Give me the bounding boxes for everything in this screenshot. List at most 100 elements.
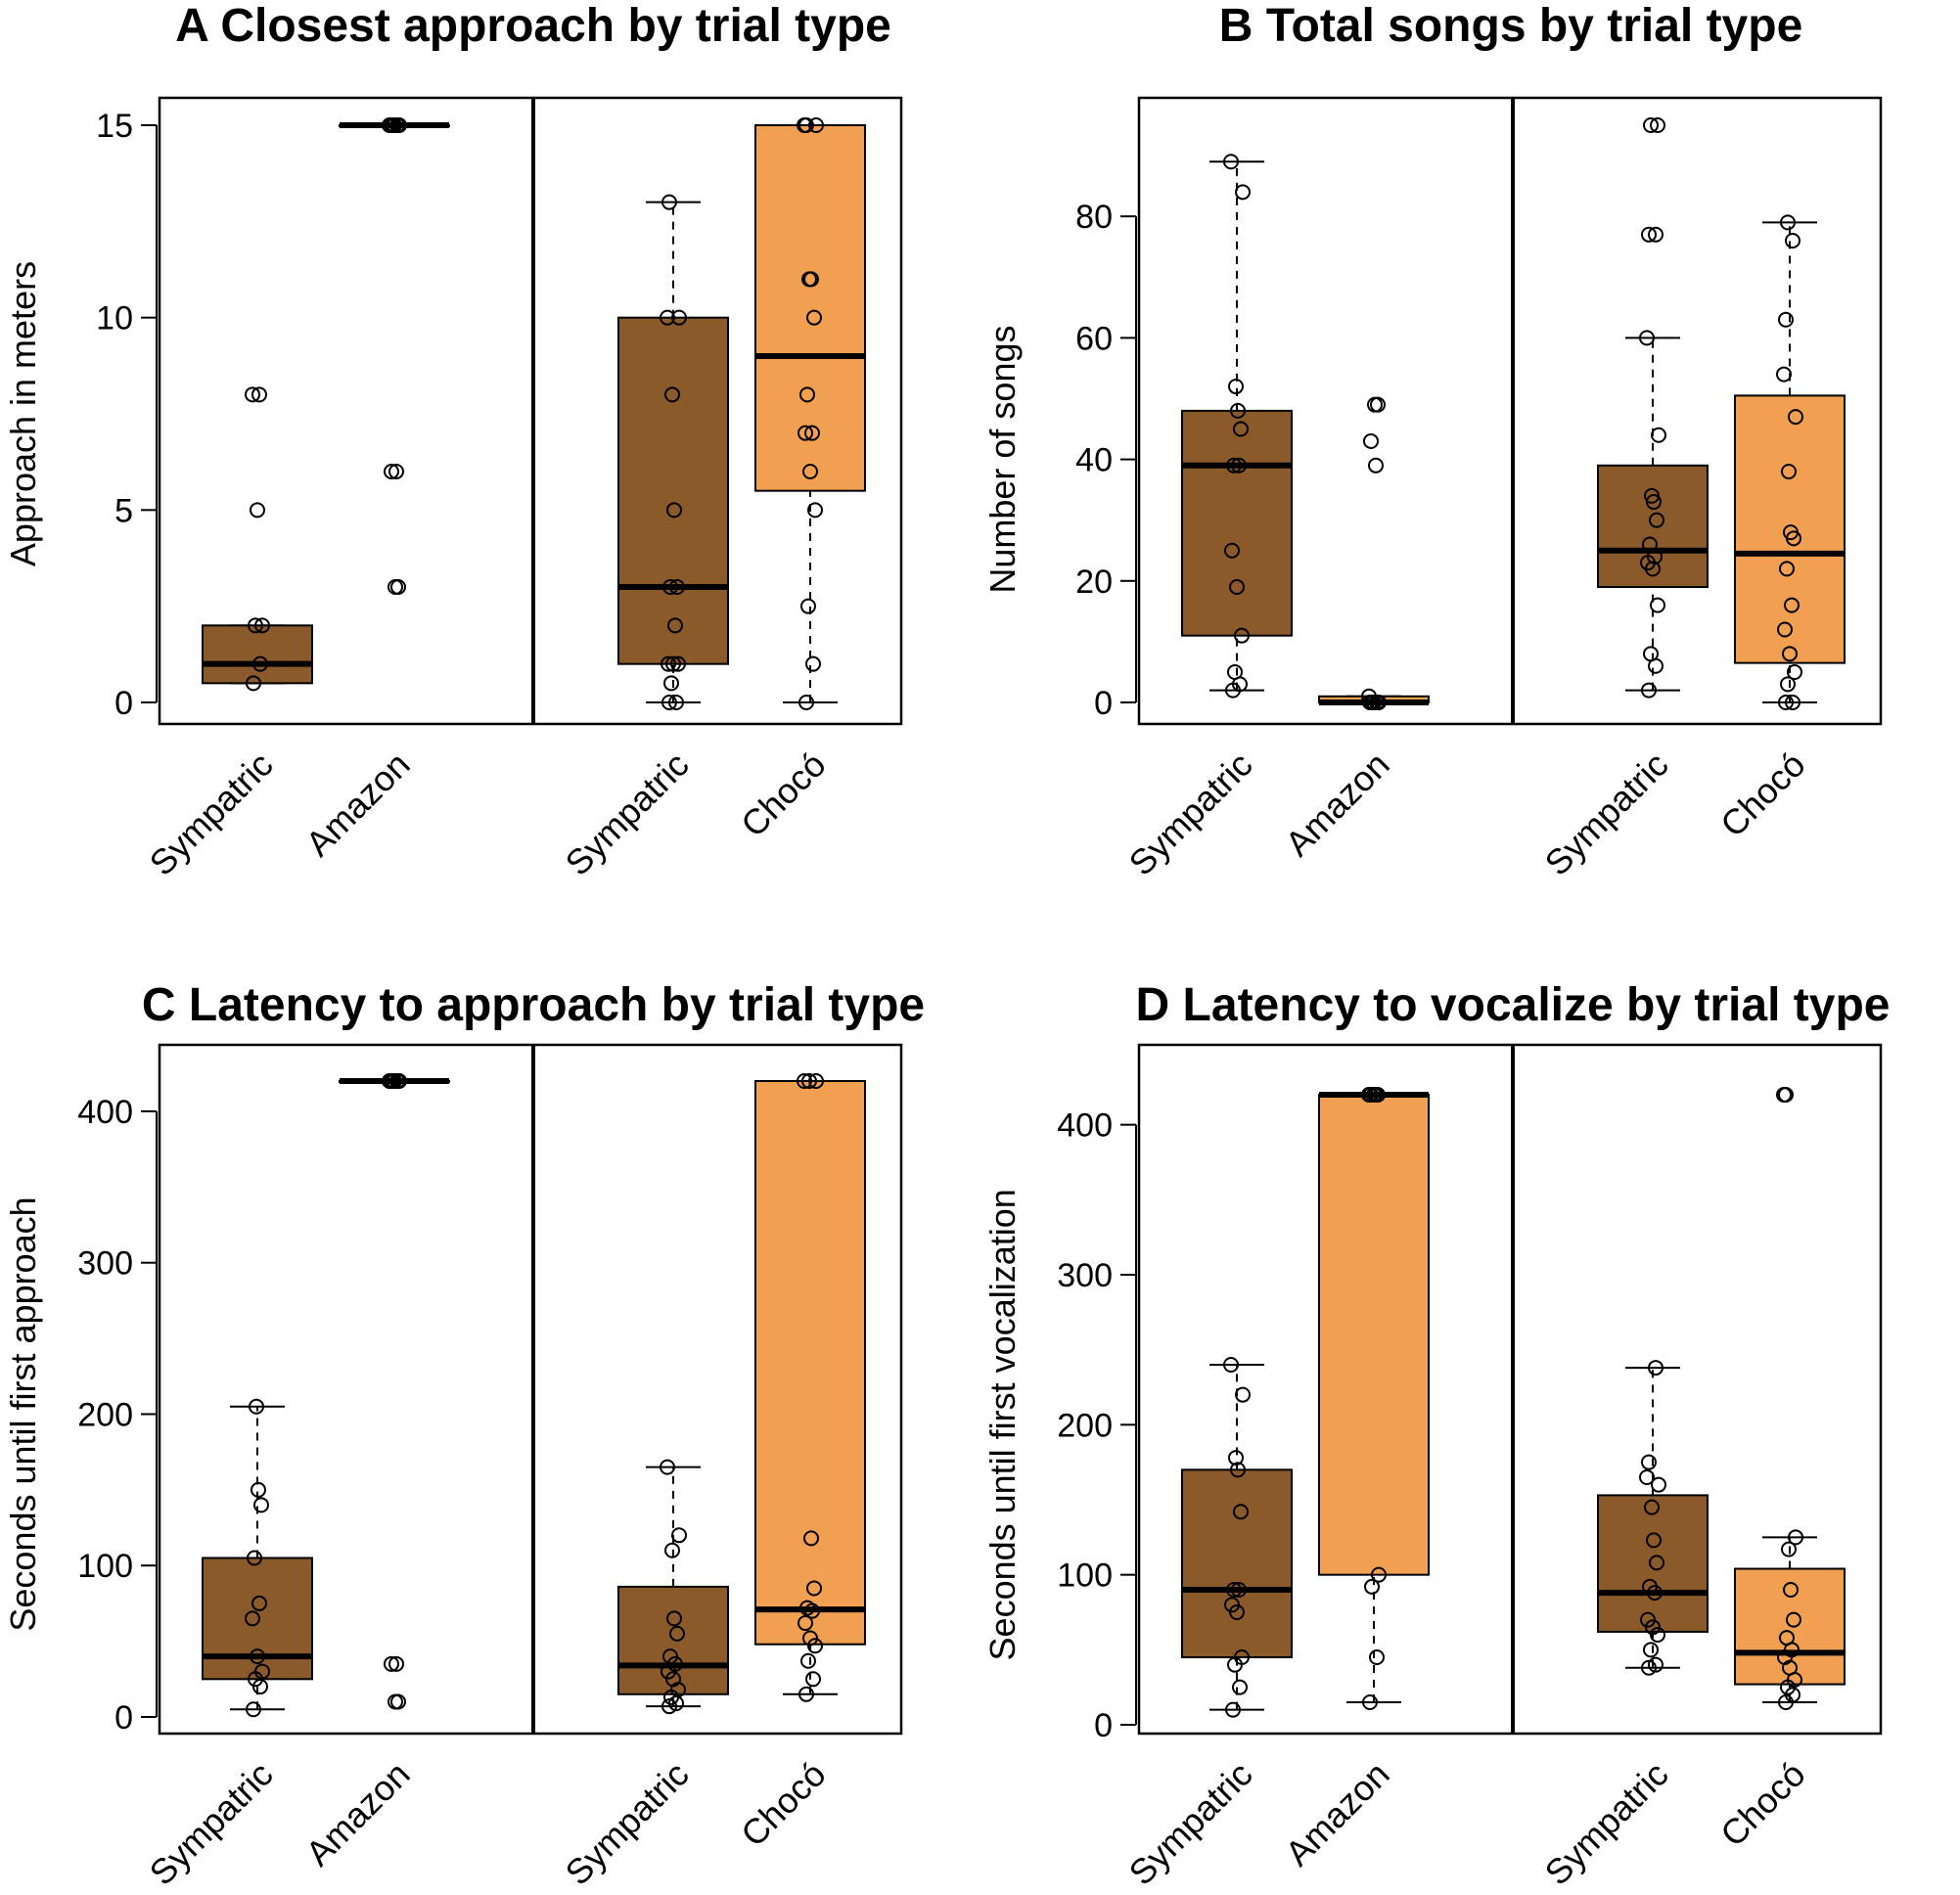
y-tick-label: 15 — [96, 108, 133, 145]
data-point — [251, 1595, 267, 1611]
panel-b: B Total songs by trial type 0 20 40 60 80 Numb… — [980, 0, 1959, 947]
data-point — [1639, 330, 1655, 346]
data-point — [247, 1550, 262, 1566]
data-point — [1223, 1357, 1239, 1373]
panel-a: A Closest approach by trial type 0 5 10 15 Ap… — [0, 0, 980, 947]
data-point — [1643, 1642, 1659, 1658]
box-group-4: Chocó — [1712, 1087, 1846, 1854]
data-point — [382, 117, 397, 133]
data-point — [798, 425, 813, 441]
data-point — [387, 117, 402, 133]
data-point — [1233, 1504, 1249, 1520]
box-group-1: Sympatric — [142, 1398, 313, 1893]
y-tick-label: 40 — [1075, 442, 1113, 479]
data-point — [1234, 627, 1250, 644]
data-point — [1643, 646, 1659, 662]
y-tick-label: 0 — [1094, 1707, 1113, 1744]
data-point — [661, 194, 677, 210]
data-point — [1228, 379, 1244, 395]
data-point — [384, 464, 399, 479]
panel-d-plot: D Latency to vocalize by trial type 0 100 2… — [982, 979, 1890, 1893]
y-tick-label: 60 — [1075, 320, 1113, 357]
category-label: Sympatric — [142, 744, 281, 883]
data-point — [382, 1073, 397, 1089]
data-point — [391, 1073, 407, 1089]
y-tick-label: 400 — [77, 1094, 133, 1131]
data-point — [1235, 1386, 1251, 1403]
data-point — [804, 425, 820, 441]
data-point — [1648, 226, 1664, 243]
chart-title: D Latency to vocalize by trial type — [1136, 979, 1891, 1031]
box-iqr — [1734, 394, 1846, 664]
y-tick-label: 80 — [1075, 199, 1113, 236]
data-point — [1646, 1532, 1662, 1549]
data-point — [1641, 1659, 1657, 1676]
category-label: Amazon — [297, 1754, 417, 1873]
panel-b-plot: B Total songs by trial type 0 20 40 60 80 Numb… — [982, 0, 1883, 883]
data-point — [387, 579, 403, 595]
y-tick-label: 300 — [77, 1245, 133, 1283]
data-point — [246, 675, 261, 692]
data-point — [805, 655, 821, 672]
data-point — [1788, 409, 1803, 426]
y-tick-label: 20 — [1075, 564, 1113, 601]
data-point — [1651, 427, 1666, 443]
panel-c-plot: C Latency to approach by trial type 0 100 2… — [3, 979, 925, 1893]
data-point — [664, 1542, 680, 1558]
data-point — [1224, 542, 1240, 559]
data-point — [802, 1630, 818, 1647]
data-point — [1787, 663, 1802, 680]
data-point — [246, 1701, 261, 1718]
data-point — [668, 695, 684, 710]
data-point — [807, 502, 823, 519]
data-point — [660, 1459, 675, 1475]
category-label: Chocó — [1712, 744, 1813, 845]
data-point — [1780, 214, 1796, 231]
data-point — [1368, 457, 1384, 474]
data-point — [808, 1073, 824, 1089]
y-tick-label: 0 — [1094, 685, 1113, 722]
box-group-3: Sympatric — [1537, 117, 1709, 883]
data-point — [798, 117, 814, 133]
data-point — [1371, 1566, 1387, 1583]
data-point — [1784, 597, 1800, 613]
y-tick-label: 100 — [1057, 1557, 1113, 1595]
data-point — [1225, 1701, 1241, 1718]
chart-title: C Latency to approach by trial type — [142, 979, 925, 1031]
y-axis-label: Approach in meters — [3, 261, 43, 566]
data-point — [798, 1615, 813, 1632]
data-point — [1783, 524, 1799, 541]
data-point — [669, 579, 685, 595]
data-point — [1230, 402, 1246, 419]
data-point — [670, 655, 686, 672]
box-iqr — [202, 624, 313, 685]
data-point — [245, 386, 260, 403]
data-point — [671, 1527, 687, 1544]
category-label: Amazon — [297, 744, 417, 864]
data-point — [1229, 579, 1245, 595]
data-point — [663, 675, 679, 692]
box-iqr — [1181, 409, 1293, 637]
data-point — [1363, 1087, 1379, 1103]
category-label: Chocó — [733, 744, 834, 845]
chart-d-svg: D Latency to vocalize by trial type 0 100 2… — [982, 979, 1890, 1893]
data-point — [662, 579, 678, 595]
data-point — [254, 617, 270, 634]
chart-b-svg: B Total songs by trial type 0 20 40 60 80 Numb… — [982, 0, 1883, 883]
data-point — [803, 1530, 819, 1547]
data-point — [250, 502, 265, 519]
data-point — [1232, 1679, 1248, 1695]
box-iqr — [754, 124, 866, 492]
data-point — [665, 655, 681, 672]
data-point — [806, 1580, 822, 1597]
data-point — [1644, 487, 1660, 504]
box-iqr — [1597, 1494, 1709, 1633]
data-point — [1649, 1555, 1664, 1571]
panel-c: C Latency to approach by trial type 0 100 2… — [0, 947, 980, 1894]
data-point — [799, 1600, 815, 1616]
box-group-3: Sympatric — [558, 194, 729, 883]
data-point — [671, 309, 687, 326]
data-point — [1777, 621, 1793, 638]
data-point — [1651, 1476, 1666, 1493]
